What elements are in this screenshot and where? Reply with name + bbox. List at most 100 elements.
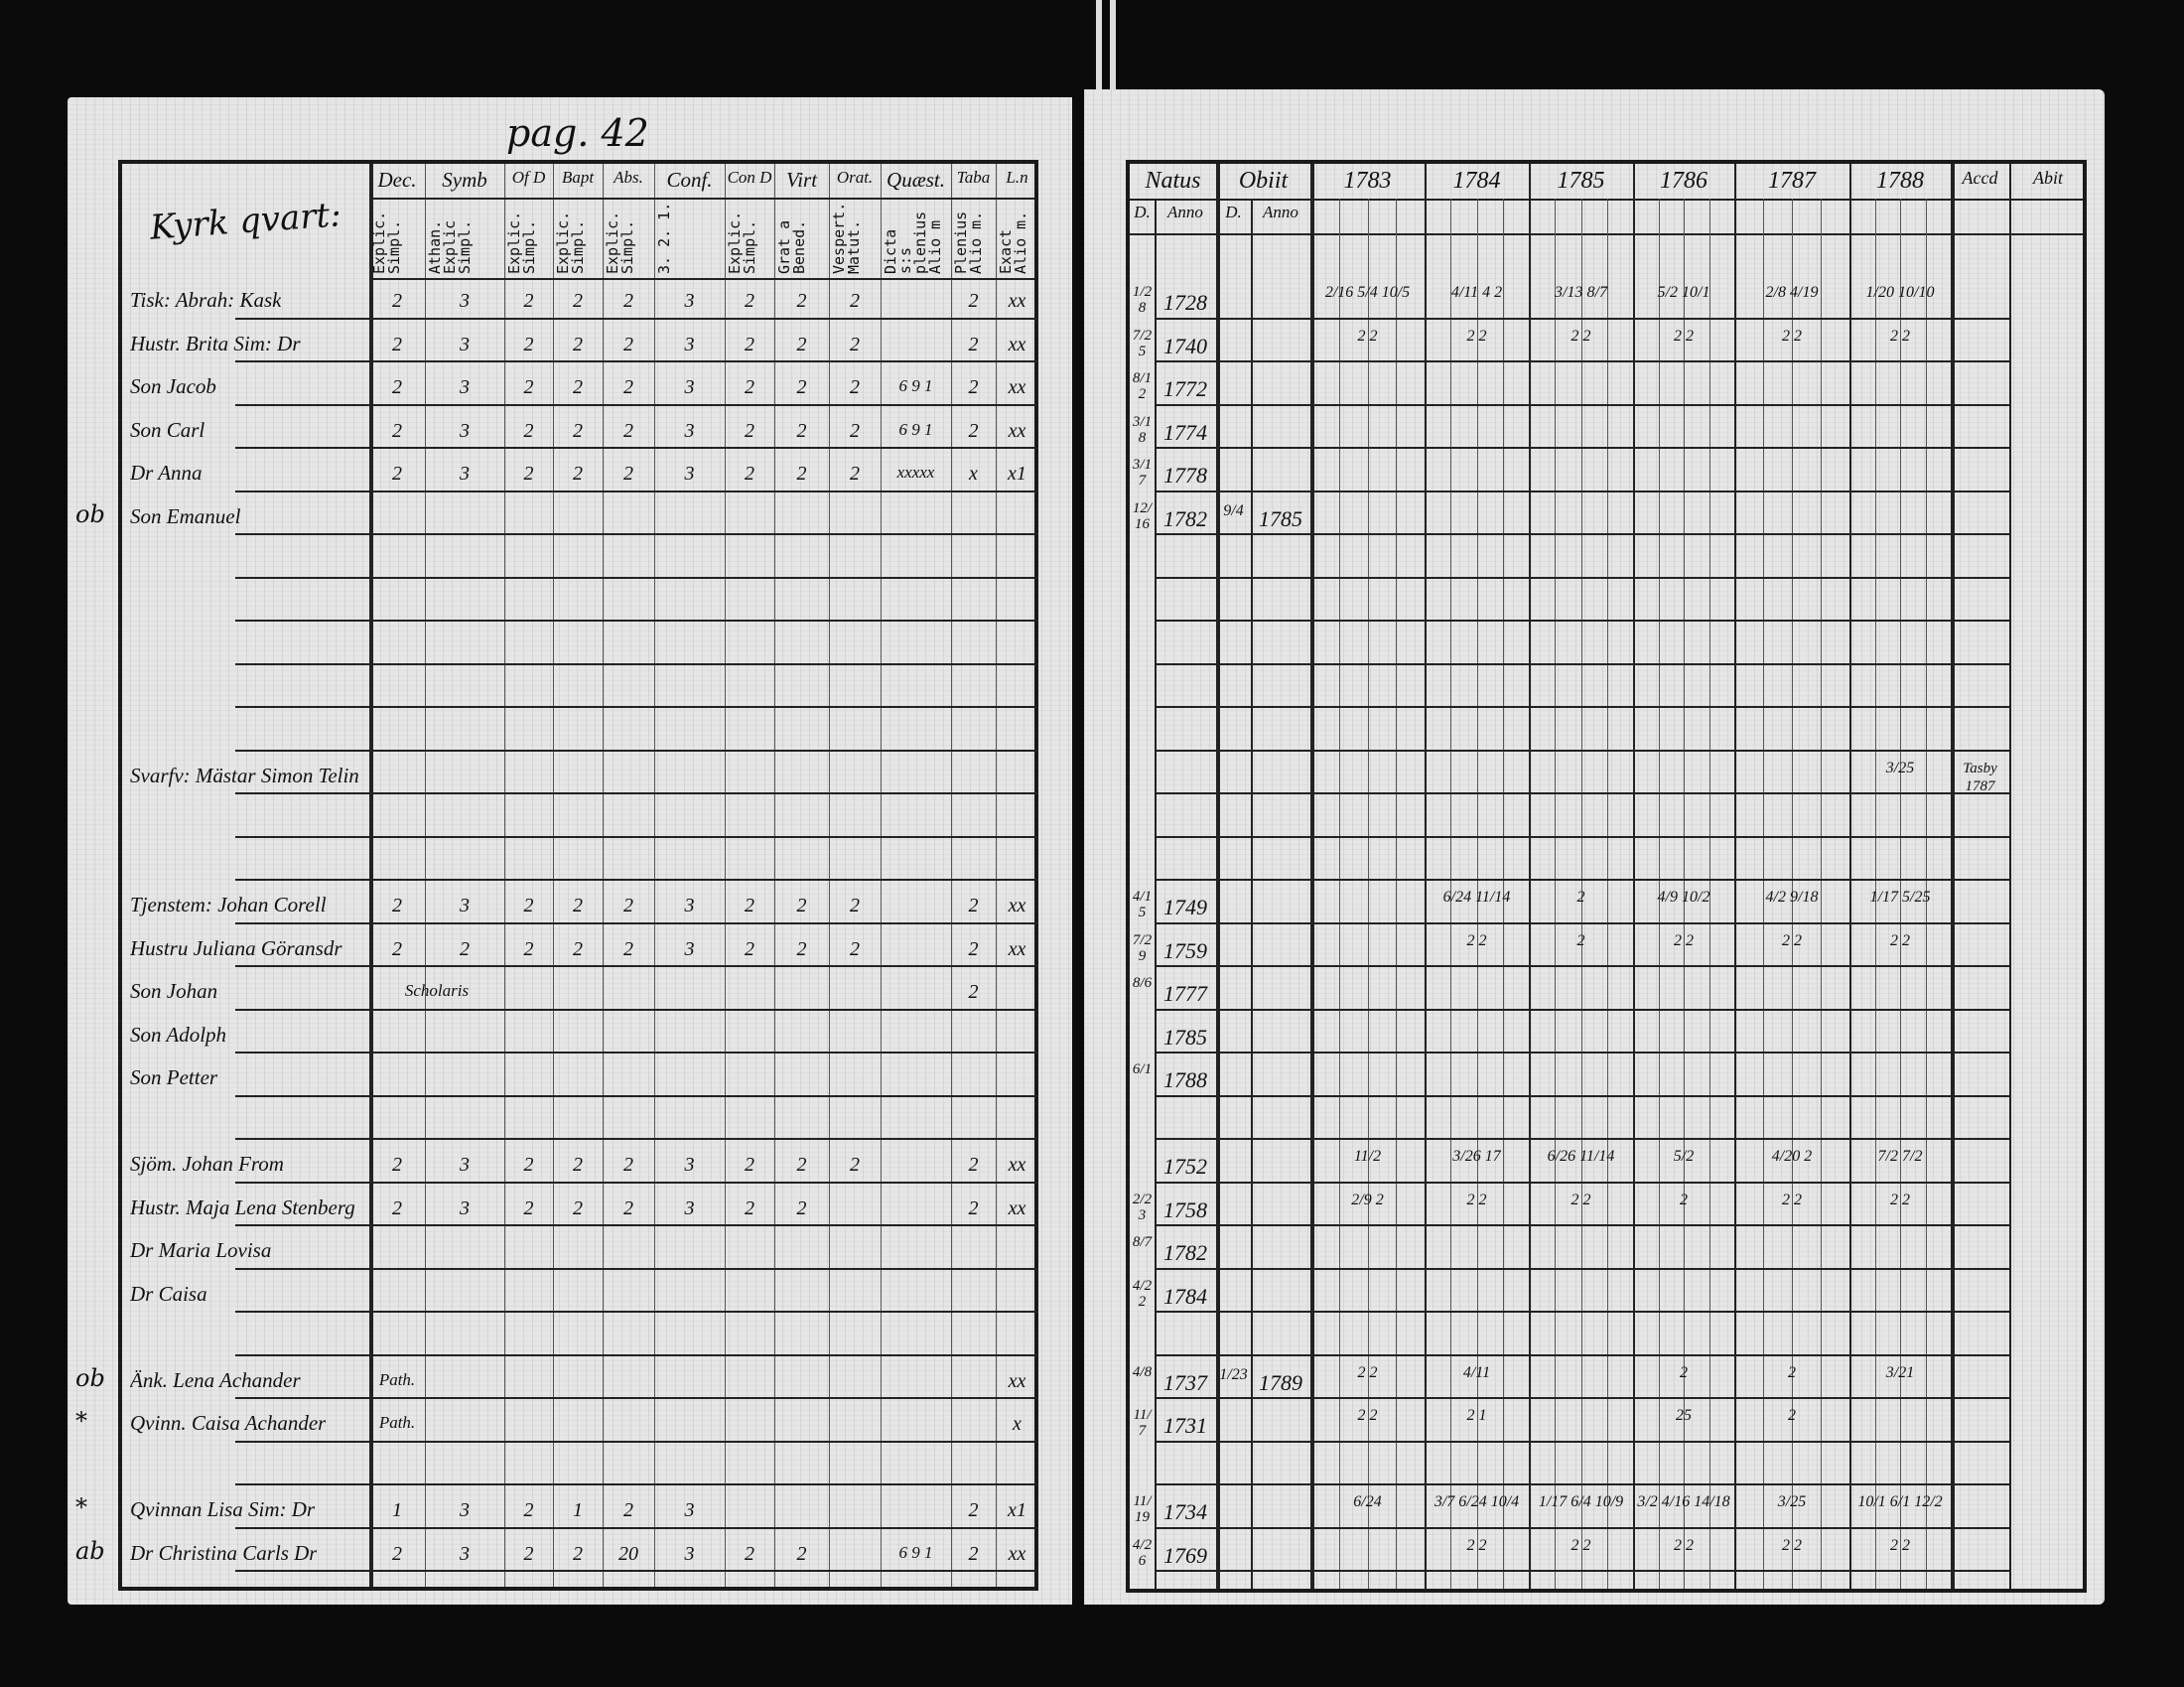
exam-mark: 2 [460,937,470,960]
exam-mark: 2 [850,1154,860,1176]
year-examination-marks: 2 2 [1782,327,1802,345]
row-rule [235,1440,1038,1443]
birth-year: 1731 [1163,1413,1207,1438]
exam-mark: xx [1008,290,1026,312]
row-rule [235,1526,1038,1529]
exam-mark: x [969,463,978,485]
exam-mark: 2 [745,1542,754,1565]
year-subcolumn-rule [1658,199,1660,1589]
year-subcolumn-rule [1396,199,1398,1589]
margin-note: * [75,1407,87,1435]
person-name: Hustr. Brita Sim: Dr [130,331,301,355]
row-rule [1155,1353,2009,1356]
column-divider [425,164,426,1587]
exam-mark: 2 [623,1499,633,1521]
exam-mark: 2 [796,333,807,355]
row-rule [1155,1267,2009,1270]
year-examination-marks: 4/9 10/2 [1657,889,1710,906]
row-rule [1155,1224,2009,1226]
birth-day: 8/12 [1132,370,1153,402]
row-rule [235,1267,1038,1270]
column-divider [881,164,882,1587]
column-divider [603,164,604,1587]
column-header: 1783 [1343,168,1392,194]
birth-year: 1740 [1163,333,1207,358]
exam-mark: 3 [684,333,695,355]
exam-mark: 2 [623,290,633,312]
year-examination-marks: 2 2 [1890,1191,1910,1208]
row-rule [1155,620,2009,622]
column-divider [553,164,554,1587]
exam-mark: x [1013,1413,1022,1435]
year-examination-marks: 2 2 [1890,327,1910,345]
exam-mark: 3 [684,419,695,442]
exam-mark: 2 [623,419,633,442]
person-name: Son Jacob [130,374,216,398]
exam-mark: 2 [623,463,633,485]
header-divider [1130,199,2083,201]
year-examination-marks: 2 [1788,1407,1796,1424]
year-subcolumn-rule [1502,199,1504,1589]
exam-mark: 3 [684,1499,695,1521]
column-subheader: Dicta s:s plenius Alio m [884,211,944,274]
row-rule [1155,879,2009,881]
year-examination-marks: 5/2 10/1 [1657,284,1710,301]
row-rule [235,1483,1038,1485]
exam-mark: 2 [523,937,534,960]
margin-note: ob [75,1363,105,1392]
exam-mark: 2 [745,1196,754,1219]
row-rule [1155,1052,2009,1054]
exam-mark: xx [1008,1196,1026,1219]
year-examination-marks: 3/25 [1777,1493,1807,1510]
year-subcolumn-rule [1874,199,1876,1589]
left-page: pag. 42 Kyrk qvart: Dec. Explic. Simpl. Sy… [68,97,1072,1605]
exam-mark: 2 [796,463,807,485]
death-day: 1/23 [1219,1365,1248,1383]
row-rule [1155,490,2009,492]
exam-mark: 2 [968,1499,979,1521]
binding-clip [1110,0,1116,89]
row-rule [1155,792,2009,794]
row-rule [235,879,1038,881]
year-examination-marks: 4/11 [1462,1363,1491,1381]
column-subheader: Explic. Simpl. [372,211,403,274]
exam-mark: x1 [1008,1499,1026,1521]
column-subheader: Vespert. Matut. [832,202,863,274]
person-name: Son Petter [130,1065,218,1089]
column-subheader: Anno [1167,203,1203,221]
exam-mark: 2 [968,376,979,398]
exam-mark: 2 [796,1154,807,1176]
exam-mark: 2 [968,1154,979,1176]
exam-mark: 2 [796,419,807,442]
column-divider [1529,164,1531,1589]
exam-mark: 2 [968,1196,979,1219]
row-rule [1155,965,2009,967]
exam-mark: 2 [392,895,402,916]
exam-mark: 2 [968,333,979,355]
exam-mark: 2 [392,937,402,960]
exam-mark: 3 [684,1542,695,1565]
column-divider [1849,164,1851,1589]
exam-mark: 3 [460,419,470,442]
birth-day: 4/15 [1132,889,1153,920]
page-reference: pag. 42 [506,111,649,155]
exam-mark: xx [1008,937,1026,960]
exam-mark: 3 [460,1196,470,1219]
exam-mark: 2 [523,1154,534,1176]
birth-day: 6/1 [1132,1061,1153,1077]
person-name: Hustru Juliana Göransdr [130,935,342,960]
margin-note: ob [75,499,105,528]
year-examination-marks: 1/17 6/4 10/9 [1538,1493,1624,1510]
exam-mark: 1 [392,1499,402,1521]
row-rule [235,965,1038,967]
birth-year: 1784 [1163,1283,1207,1309]
birth-year: 1782 [1163,505,1207,531]
examination-table: Kyrk qvart: Dec. Explic. Simpl. Symb Athan.… [118,160,1038,1591]
person-name: Dr Maria Lovisa [130,1238,272,1262]
year-subcolumn-rule [1450,199,1452,1589]
person-name: Änk. Lena Achander [130,1367,301,1392]
year-examination-marks: 6/24 [1353,1493,1382,1510]
row-rule [1155,662,2009,665]
year-examination-marks: 6/26 11/14 [1547,1148,1615,1165]
birth-year: 1758 [1163,1196,1207,1222]
